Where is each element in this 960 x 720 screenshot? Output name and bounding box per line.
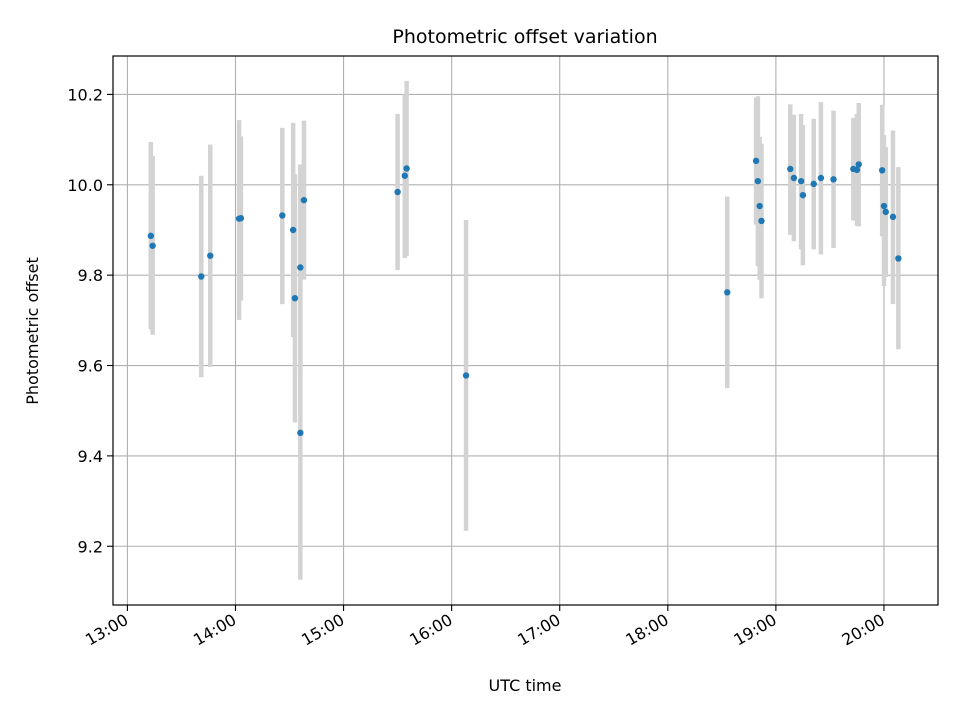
- y-tick-label: 9.4: [78, 447, 103, 466]
- data-point: [403, 165, 410, 172]
- y-tick-label: 10.0: [67, 176, 103, 195]
- data-point: [758, 217, 765, 225]
- data-point: [787, 165, 794, 173]
- data-point: [289, 226, 297, 234]
- data-point: [810, 180, 817, 188]
- plot-frame: [112, 55, 939, 606]
- data-point: [297, 429, 304, 437]
- data-point: [297, 264, 304, 271]
- data-point: [878, 167, 886, 174]
- data-point: [853, 166, 861, 174]
- data-point: [889, 213, 897, 221]
- chart-title: Photometric offset variation: [392, 26, 657, 48]
- data-point: [790, 174, 798, 182]
- data-point: [817, 174, 825, 182]
- data-point: [394, 188, 401, 196]
- data-point: [149, 242, 156, 249]
- data-point: [895, 255, 902, 262]
- data-point: [754, 177, 762, 185]
- data-point: [724, 289, 731, 296]
- data-point: [830, 176, 837, 183]
- data-point: [291, 294, 299, 302]
- y-axis-ticks: 9.2 9.4 9.6 9.8 10.0 10.2: [67, 85, 113, 556]
- data-point: [401, 172, 409, 179]
- data-point: [752, 157, 760, 165]
- data-point: [756, 202, 763, 210]
- data-point: [855, 161, 862, 168]
- data-point: [882, 208, 889, 216]
- data-point: [462, 372, 470, 379]
- y-axis-label: Photometric offset: [23, 257, 42, 405]
- y-tick-label: 9.6: [78, 357, 103, 376]
- data-point: [880, 202, 888, 210]
- data-point: [279, 212, 286, 219]
- data-point: [797, 177, 805, 185]
- data-points: [147, 157, 902, 437]
- y-tick-label: 9.8: [78, 266, 103, 285]
- data-point: [198, 273, 205, 280]
- x-axis-label: UTC time: [489, 676, 562, 695]
- data-point: [300, 196, 308, 204]
- data-point: [237, 215, 245, 222]
- y-tick-label: 9.2: [78, 537, 103, 556]
- data-point: [207, 252, 214, 259]
- data-point: [147, 232, 155, 240]
- data-point: [799, 191, 807, 199]
- y-tick-label: 10.2: [67, 85, 103, 104]
